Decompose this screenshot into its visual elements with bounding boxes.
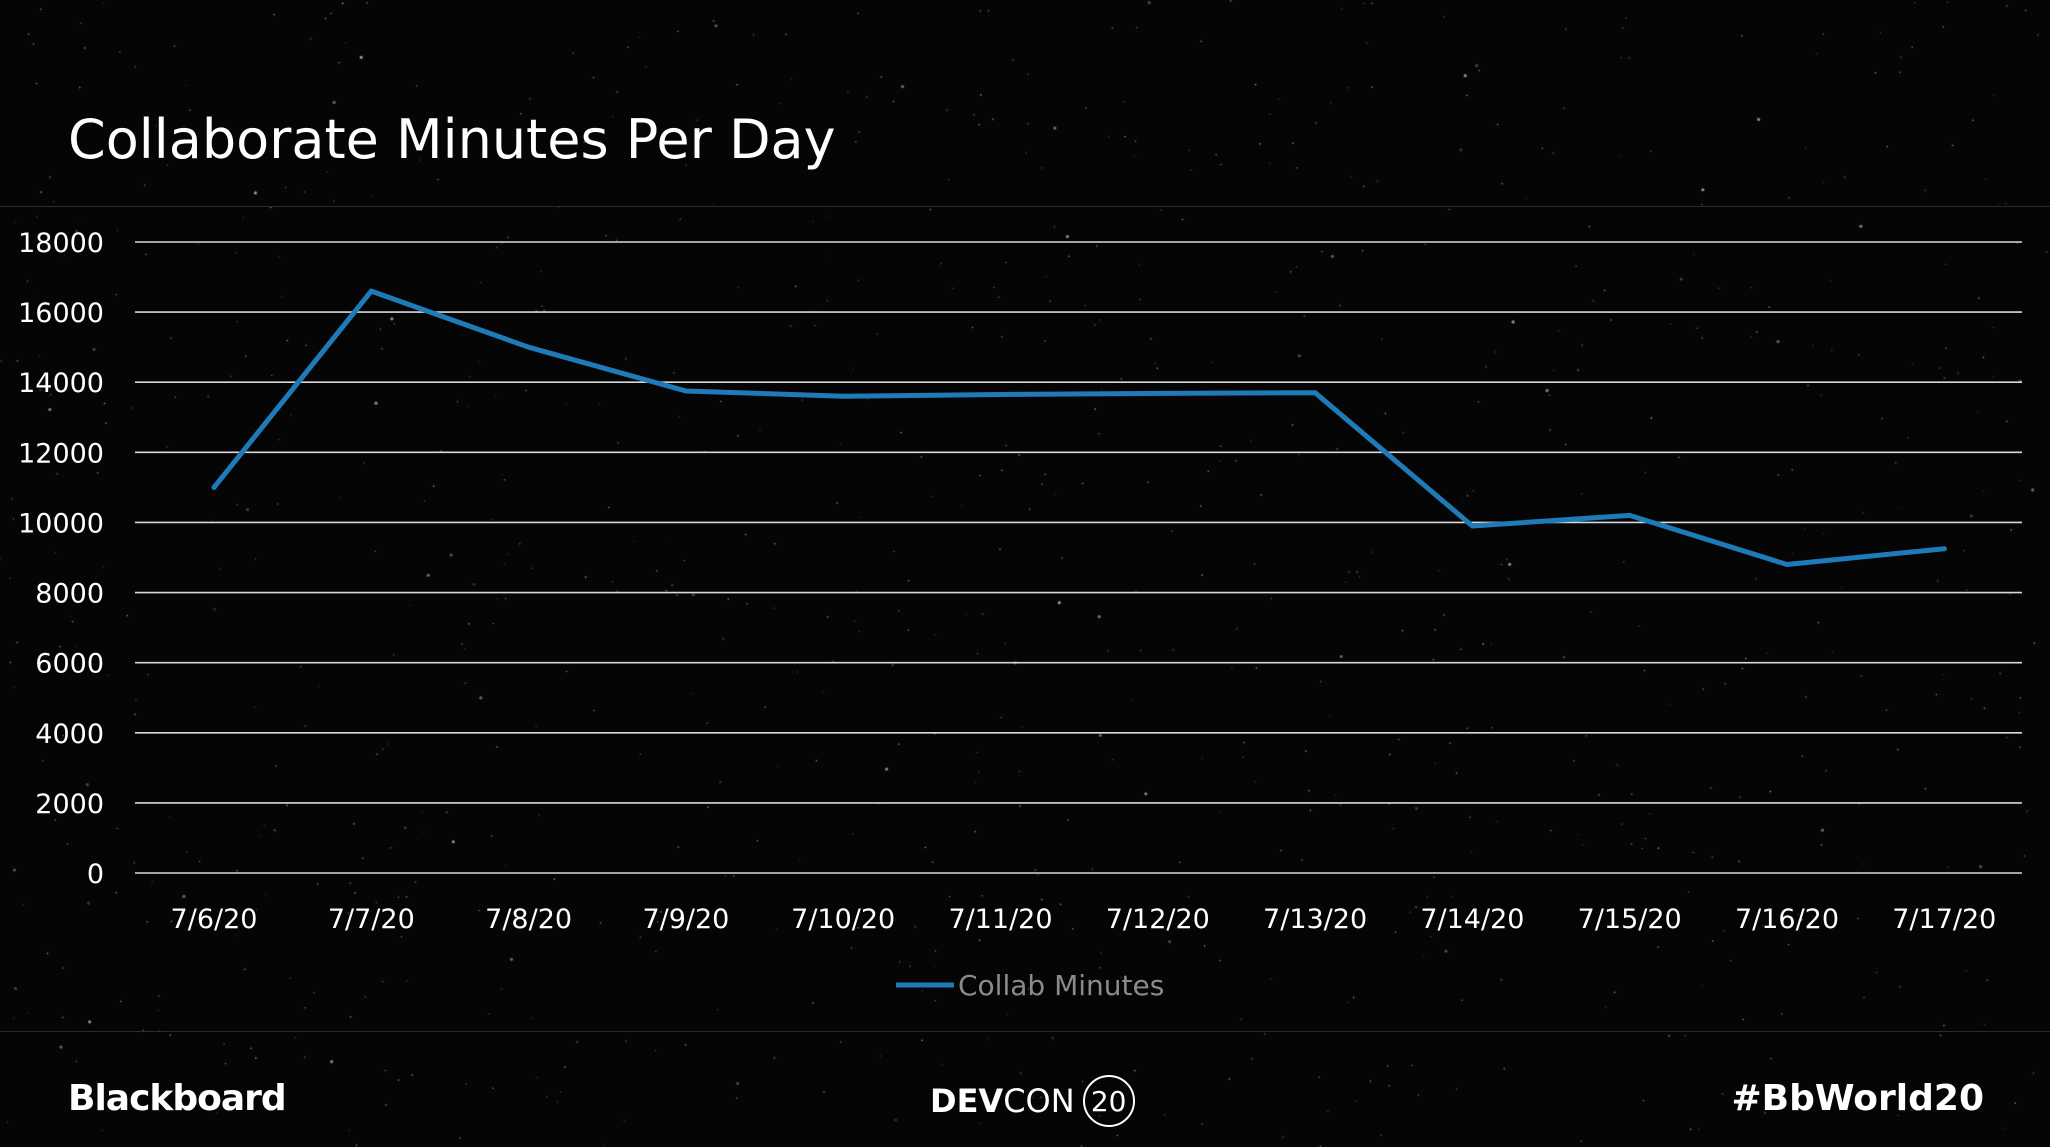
data-point: [1312, 390, 1318, 396]
y-tick-label: 8000: [35, 579, 104, 610]
y-tick-label: 2000: [35, 789, 104, 820]
x-tick-label: 7/13/20: [1263, 904, 1367, 935]
series-line: [211, 288, 1947, 567]
devcon-year-badge: 20: [1082, 1075, 1135, 1127]
devcon-dev-text: DEV: [930, 1082, 1004, 1120]
x-tick-label: 7/12/20: [1106, 904, 1210, 935]
x-tick-label: 7/10/20: [791, 904, 895, 935]
legend-label: Collab Minutes: [958, 969, 1164, 1002]
y-tick-label: 18000: [18, 228, 104, 259]
x-axis-ticks: 7/6/20 7/7/20 7/8/20 7/9/20 7/10/20 7/11/20 7/…: [171, 904, 1997, 935]
y-tick-label: 4000: [35, 719, 104, 750]
data-point: [998, 391, 1003, 397]
data-point: [1784, 562, 1790, 568]
y-tick-label: 16000: [18, 298, 104, 329]
x-tick-label: 7/8/20: [485, 904, 572, 935]
gridlines: [135, 241, 2022, 874]
data-point: [526, 344, 532, 350]
x-tick-label: 7/17/20: [1892, 904, 1996, 935]
y-tick-label: 0: [87, 859, 104, 890]
y-axis-ticks: 0 2000 4000 6000 8000 10000 12000 14000 16000 180…: [18, 228, 104, 890]
x-tick-label: 7/9/20: [642, 904, 729, 935]
x-tick-label: 7/7/20: [328, 904, 415, 935]
data-point: [1469, 523, 1475, 529]
event-hashtag: #BbWorld20: [1731, 1078, 1985, 1119]
data-point: [840, 393, 846, 399]
series-lines: [211, 288, 1947, 568]
devcon-con-text: CON: [1003, 1082, 1075, 1120]
x-tick-label: 7/16/20: [1735, 904, 1839, 935]
data-point: [1941, 546, 1947, 552]
y-tick-label: 10000: [18, 508, 104, 539]
header-divider: [0, 206, 2050, 207]
data-point: [211, 484, 217, 490]
data-point: [368, 288, 374, 294]
x-tick-label: 7/6/20: [171, 904, 258, 935]
y-tick-label: 6000: [35, 649, 104, 680]
blackboard-logo: Blackboard: [68, 1078, 287, 1119]
data-point: [1627, 512, 1633, 518]
data-point: [1155, 390, 1161, 396]
x-tick-label: 7/15/20: [1578, 904, 1682, 935]
slide-title: Collaborate Minutes Per Day: [68, 108, 836, 171]
footer-divider: [0, 1031, 2050, 1032]
devcon-logo: DEV CON 20: [930, 1074, 1135, 1128]
x-tick-label: 7/14/20: [1420, 904, 1524, 935]
x-tick-label: 7/11/20: [948, 904, 1052, 935]
legend: Collab Minutes: [896, 969, 1164, 1002]
y-tick-label: 12000: [18, 438, 104, 469]
data-point: [683, 388, 689, 394]
y-tick-label: 14000: [18, 368, 104, 399]
